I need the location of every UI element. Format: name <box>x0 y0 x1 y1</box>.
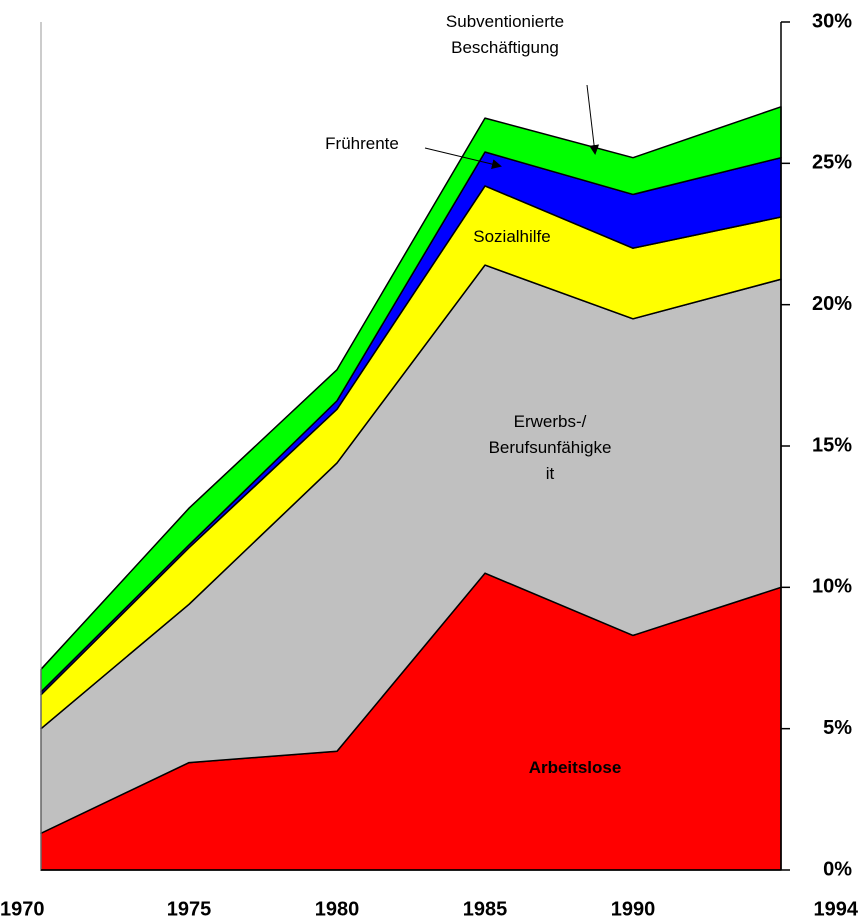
y-tick-label: 20% <box>812 293 852 315</box>
x-tick-label: 1980 <box>315 898 360 920</box>
series-label: Subventionierte Beschäftigung <box>445 12 565 57</box>
series-label: Sozialhilfe <box>473 227 551 246</box>
series-label: Erwerbs-/ Berufsunfähigke it <box>488 412 612 483</box>
x-tick-label: 1994 <box>814 898 858 920</box>
y-tick-label: 15% <box>812 434 852 456</box>
y-tick-label: 10% <box>812 576 852 598</box>
x-tick-label: 1990 <box>611 898 656 920</box>
y-tick-label: 30% <box>812 10 852 32</box>
series-label: Frührente <box>325 134 399 153</box>
x-tick-label: 1975 <box>167 898 212 920</box>
x-tick-label: 1985 <box>463 898 508 920</box>
arrow <box>586 84 600 155</box>
y-tick-label: 25% <box>812 152 852 174</box>
series-label: Arbeitslose <box>528 758 622 777</box>
y-tick-label: 5% <box>823 717 852 739</box>
y-tick-label: 0% <box>823 858 852 880</box>
x-tick-label: 1970 <box>0 898 45 920</box>
arrow <box>424 147 502 169</box>
